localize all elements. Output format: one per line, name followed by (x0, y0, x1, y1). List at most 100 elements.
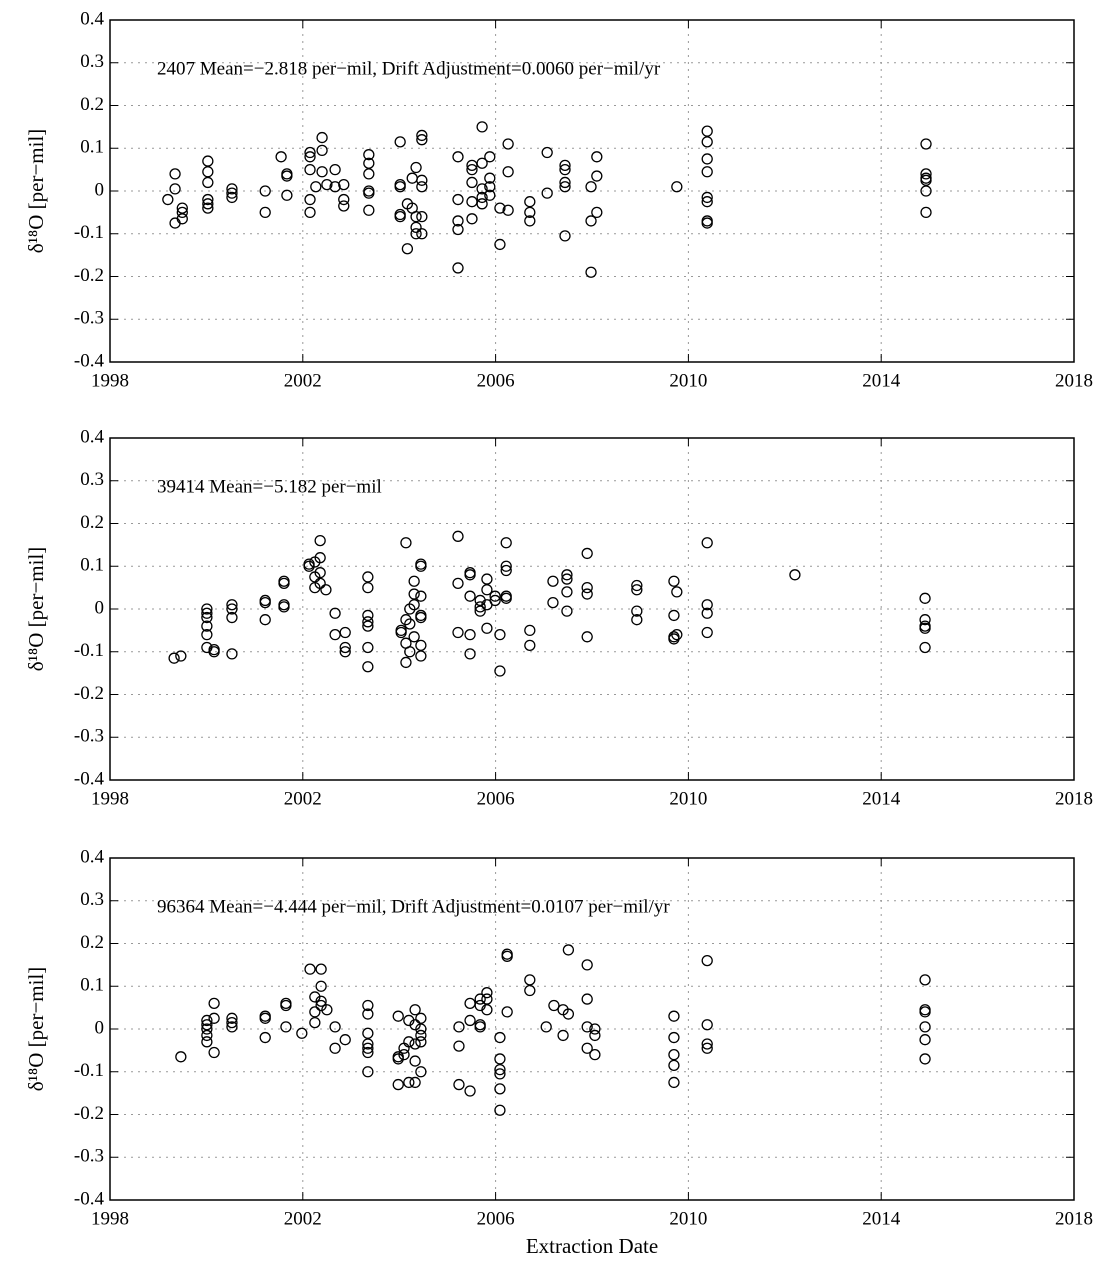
data-point (304, 206, 316, 219)
x-tick-label: 2002 (284, 370, 322, 391)
data-point (540, 1021, 552, 1033)
data-point (581, 547, 593, 560)
data-point (315, 963, 327, 975)
data-point (321, 178, 333, 191)
data-point (415, 1036, 427, 1048)
data-point (259, 596, 271, 609)
data-point (408, 631, 420, 643)
data-point (452, 223, 464, 236)
data-point (226, 1021, 238, 1033)
data-point (920, 206, 932, 219)
data-point (416, 174, 428, 186)
data-point (202, 202, 214, 214)
data-point (409, 1038, 421, 1050)
data-point (201, 611, 213, 624)
data-point (175, 650, 187, 662)
data-point (415, 650, 427, 662)
data-point (701, 626, 713, 639)
data-point (403, 1076, 415, 1089)
data-point (310, 181, 322, 193)
data-point (416, 210, 428, 223)
plot-frame (109, 19, 1075, 363)
data-point (363, 168, 375, 180)
x-tick-label: 1998 (91, 788, 129, 809)
data-point (581, 1021, 593, 1033)
data-point (581, 993, 593, 1005)
data-point (481, 622, 493, 634)
data-point (489, 594, 501, 607)
data-point (169, 183, 181, 195)
data-point (541, 146, 553, 159)
data-point (259, 185, 271, 197)
y-tick-label: 0.1 (80, 975, 104, 996)
data-point (395, 626, 407, 639)
data-point (476, 191, 488, 204)
data-point (476, 157, 488, 169)
x-tick-label: 2010 (669, 370, 707, 391)
data-point (162, 193, 174, 206)
data-point (208, 997, 220, 1009)
data-point (559, 163, 571, 176)
data-point (169, 168, 181, 180)
data-point (362, 1027, 374, 1039)
data-point (362, 1046, 374, 1059)
data-point (304, 193, 316, 206)
data-point (314, 577, 326, 589)
y-axis-label: δ¹⁸O [per−mil] (24, 547, 48, 672)
data-point (668, 1049, 680, 1061)
data-point (547, 596, 559, 609)
data-point (561, 573, 573, 585)
data-point (202, 155, 214, 167)
data-point (410, 210, 422, 223)
data-point (201, 629, 213, 641)
data-point (201, 620, 213, 632)
y-tick-label: -0.3 (74, 726, 104, 747)
data-point (226, 1012, 238, 1024)
data-point (452, 262, 464, 274)
data-point (404, 618, 416, 630)
y-tick-label: 0.3 (80, 51, 104, 72)
data-point (668, 609, 680, 622)
annotation: 39414 Mean=−5.182 per−mil (157, 476, 382, 497)
data-point (668, 1010, 680, 1022)
data-point (394, 136, 406, 148)
y-tick-label: -0.3 (74, 1146, 104, 1167)
data-point (452, 215, 464, 227)
data-point (226, 1016, 238, 1029)
data-point (259, 614, 271, 626)
data-point (175, 1051, 187, 1063)
data-point (404, 646, 416, 658)
y-axis-label: δ¹⁸O [per−mil] (24, 129, 48, 254)
y-tick-label: 0.3 (80, 889, 104, 910)
data-point (415, 1023, 427, 1035)
data-point (338, 193, 350, 206)
x-tick-label: 2006 (477, 370, 515, 391)
data-point (476, 121, 488, 133)
data-point (363, 204, 375, 216)
data-point (494, 665, 506, 677)
data-point (464, 629, 476, 641)
data-point (329, 629, 341, 641)
data-point (259, 1012, 271, 1024)
data-point (409, 1019, 421, 1031)
data-point (494, 1031, 506, 1044)
data-point (789, 569, 801, 581)
data-point (481, 573, 493, 585)
data-point (561, 605, 573, 617)
data-point (559, 159, 571, 172)
y-tick-label: -0.1 (74, 1060, 104, 1081)
x-tick-label: 2014 (862, 1208, 901, 1229)
data-point (701, 1019, 713, 1031)
data-point (581, 631, 593, 643)
data-point (502, 138, 514, 150)
data-point (208, 1046, 220, 1059)
x-tick-label: 2014 (862, 370, 901, 391)
data-point (452, 530, 464, 542)
x-tick-label: 2006 (477, 788, 515, 809)
data-point (481, 993, 493, 1005)
data-point (416, 181, 428, 193)
data-point (314, 552, 326, 564)
data-point (524, 974, 536, 986)
data-point (201, 1019, 213, 1031)
data-point (501, 950, 513, 962)
